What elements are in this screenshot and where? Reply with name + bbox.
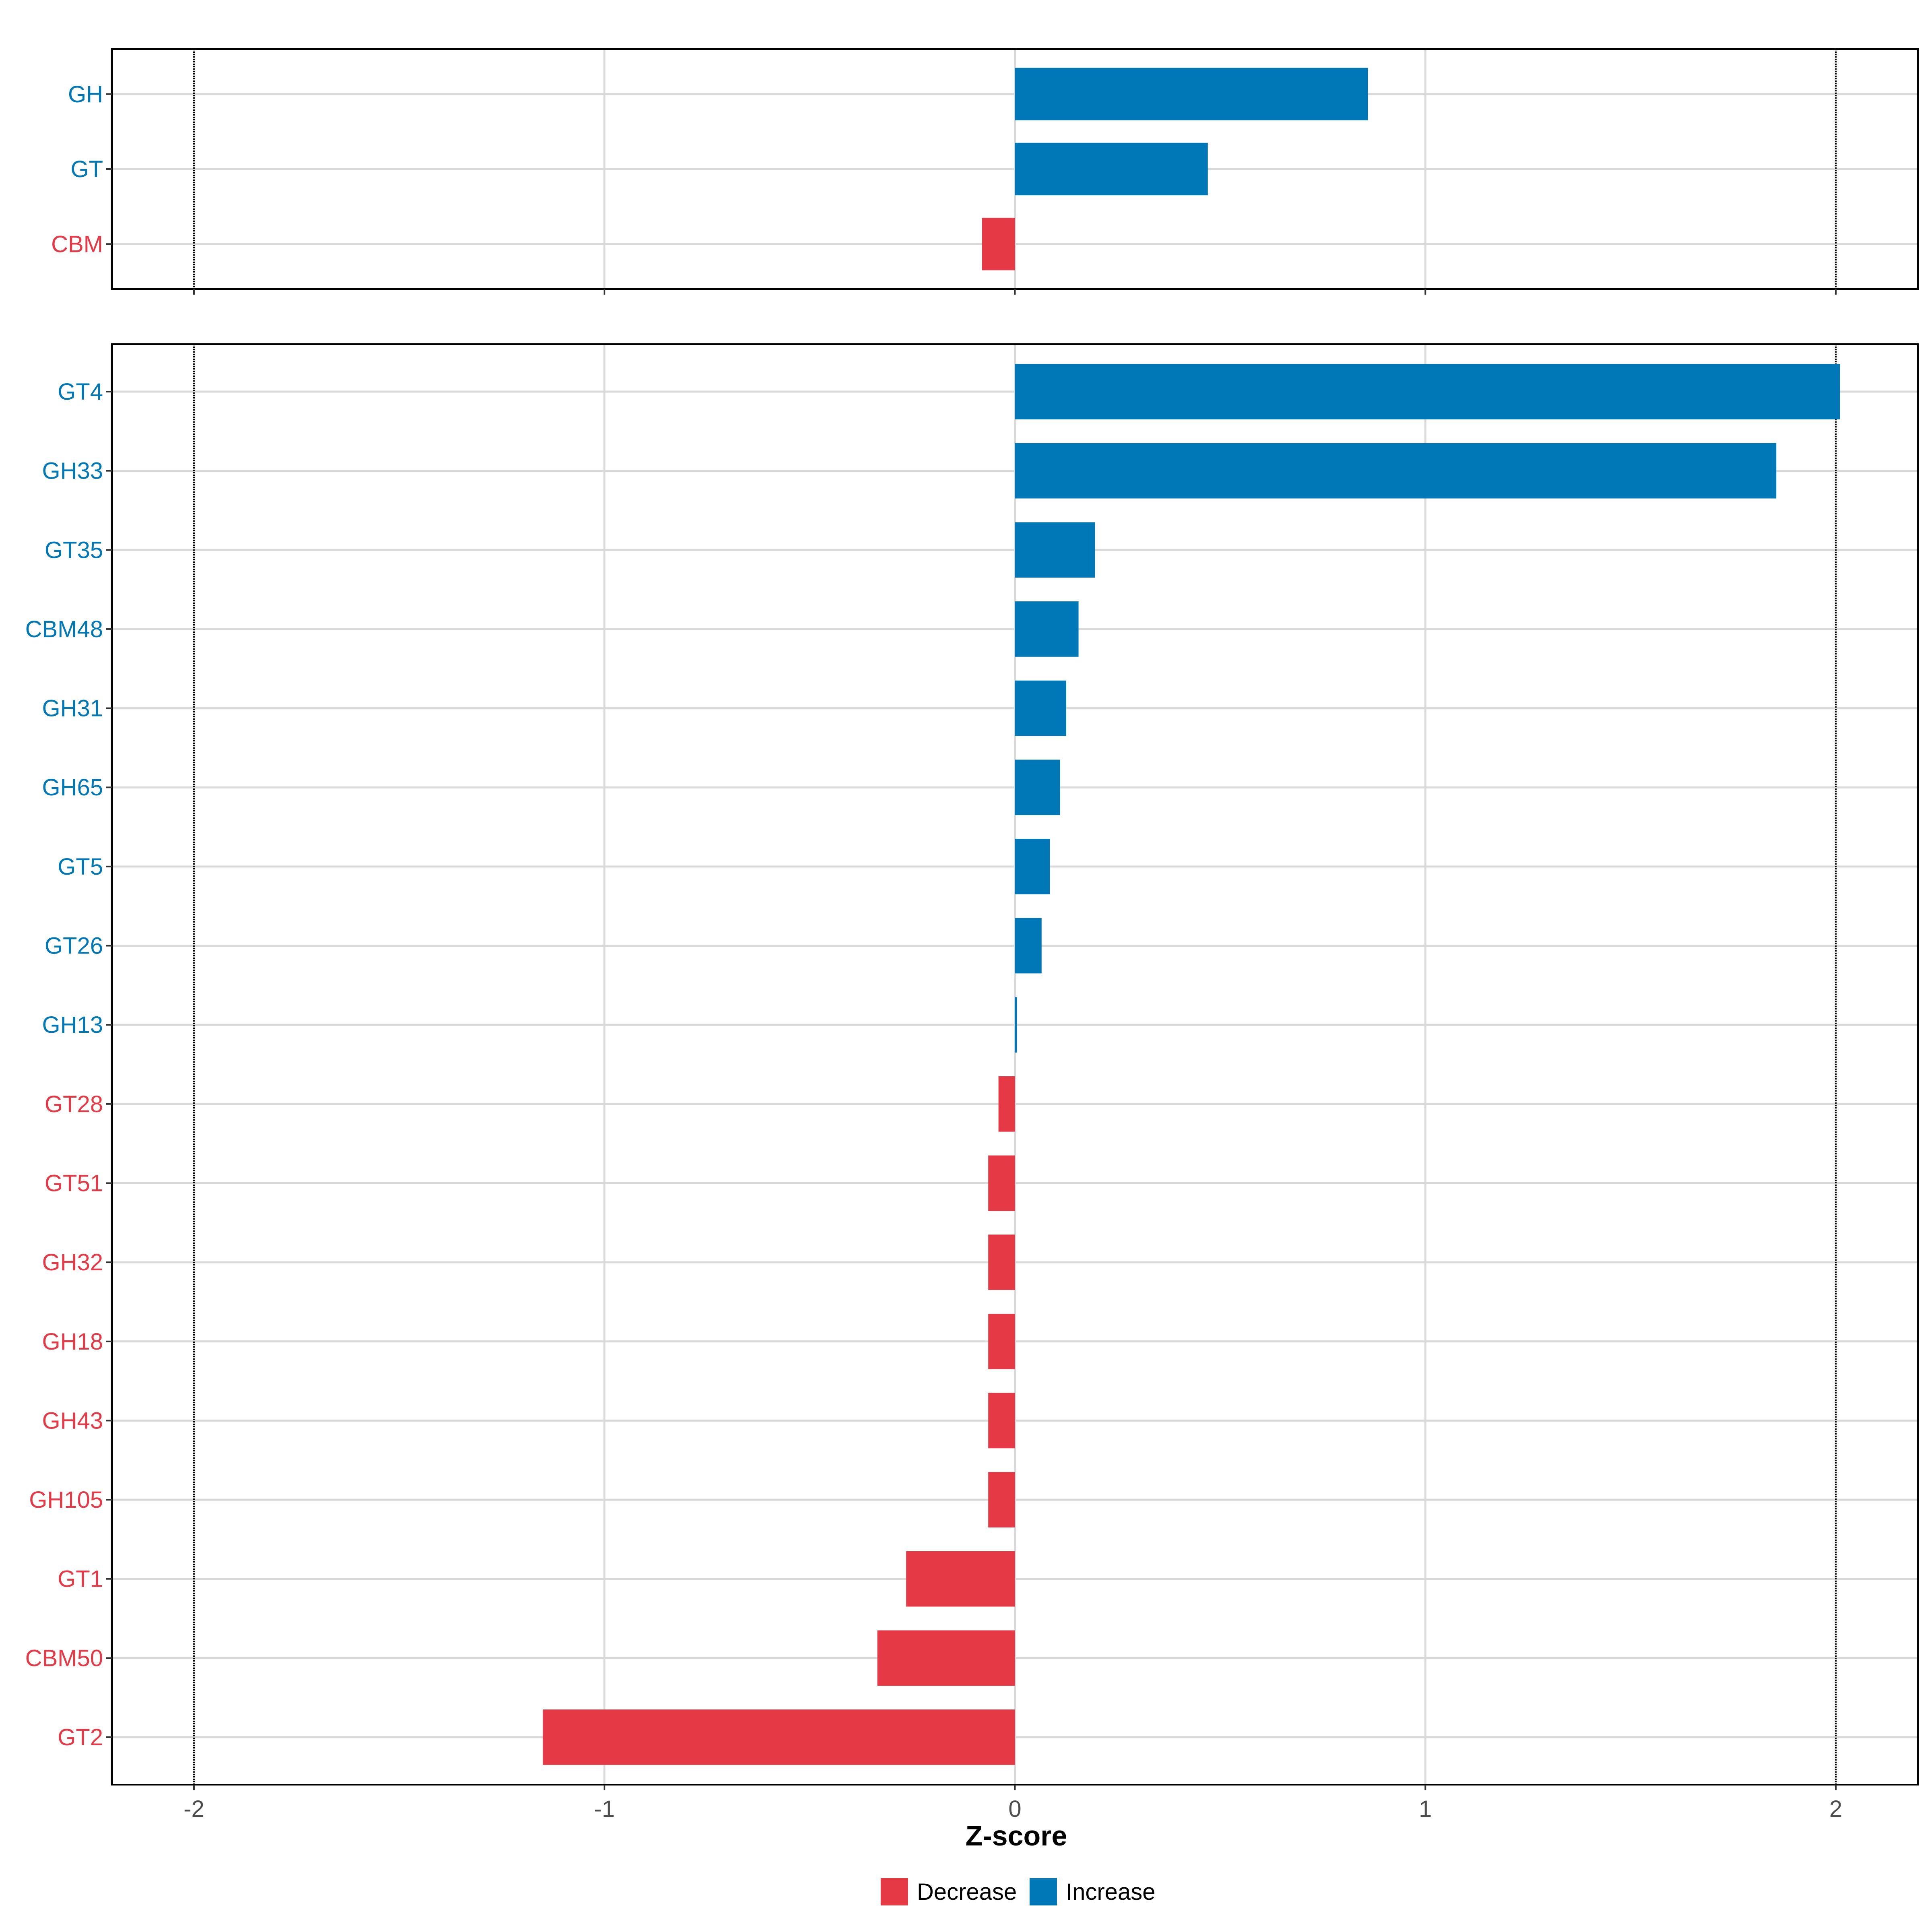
y-tick-label: GT28 bbox=[45, 1091, 103, 1117]
y-tick-label: GH33 bbox=[42, 458, 103, 484]
x-tick-label: 0 bbox=[1008, 1796, 1021, 1822]
y-tick-label: GH31 bbox=[42, 696, 103, 722]
bar-GT26 bbox=[1015, 918, 1042, 974]
legend-label-increase: Increase bbox=[1066, 1879, 1155, 1905]
legend-swatch-decrease bbox=[881, 1878, 908, 1905]
y-tick-label: GT35 bbox=[45, 537, 103, 563]
bar-GH bbox=[1015, 68, 1368, 120]
y-tick-label: GT51 bbox=[45, 1170, 103, 1196]
chart-panels: GH GT CBM GT4 GH33 GT35 CBM48 GH31 GH65 GT5 GT26 GH… bbox=[25, 48, 1919, 1790]
legend: Decrease Increase bbox=[881, 1878, 1155, 1905]
x-tick-label: 1 bbox=[1419, 1796, 1432, 1822]
bar-GT4 bbox=[1015, 364, 1840, 419]
y-tick-label: GH32 bbox=[42, 1249, 103, 1276]
bar-CBM50 bbox=[877, 1630, 1015, 1686]
legend-swatch-increase bbox=[1030, 1878, 1057, 1905]
bar-GT28 bbox=[998, 1076, 1015, 1132]
bar-GT5 bbox=[1015, 839, 1050, 894]
bar-GH18 bbox=[988, 1313, 1015, 1369]
bar-GH31 bbox=[1015, 680, 1066, 736]
bar-GH43 bbox=[988, 1393, 1015, 1449]
panel-2: GT4 GH33 GT35 CBM48 GH31 GH65 GT5 GT26 GH13 GT28 G… bbox=[25, 343, 1919, 1790]
y-tick-label: GH18 bbox=[42, 1329, 103, 1355]
y-tick-label: GT4 bbox=[58, 379, 103, 405]
bar-GT2 bbox=[543, 1709, 1015, 1765]
y-tick-label: GT1 bbox=[58, 1566, 103, 1592]
panel-1: GH GT CBM bbox=[51, 48, 1919, 295]
y-tick-label: GH bbox=[68, 81, 103, 107]
y-tick-label: GH13 bbox=[42, 1012, 103, 1038]
x-tick-label: 2 bbox=[1829, 1796, 1842, 1822]
bar-GH105 bbox=[988, 1472, 1015, 1527]
y-tick-label: GH65 bbox=[42, 774, 103, 801]
bar-GH13 bbox=[1015, 997, 1017, 1053]
y-tick-label: GT26 bbox=[45, 933, 103, 959]
y-tick-label: GT bbox=[70, 156, 103, 182]
bar-CBM48 bbox=[1015, 601, 1079, 657]
x-axis-label: Z-score bbox=[966, 1820, 1067, 1852]
y-tick-label: GH105 bbox=[29, 1487, 103, 1513]
y-tick-label: GT2 bbox=[58, 1724, 103, 1750]
y-tick-label: CBM bbox=[51, 231, 103, 257]
legend-label-decrease: Decrease bbox=[917, 1879, 1017, 1905]
bar-GH65 bbox=[1015, 760, 1060, 815]
bar-GH33 bbox=[1015, 443, 1777, 499]
bar-GT51 bbox=[988, 1155, 1015, 1211]
y-tick-label: CBM48 bbox=[25, 616, 103, 642]
bar-GT bbox=[1015, 142, 1208, 196]
y-tick-label: GT5 bbox=[58, 854, 103, 880]
y-tick-label: GH43 bbox=[42, 1408, 103, 1434]
bar-GT35 bbox=[1015, 522, 1095, 578]
x-axis: -2 -1 0 1 2 bbox=[184, 1796, 1842, 1822]
x-tick-label: -2 bbox=[184, 1796, 204, 1822]
x-tick-label: -1 bbox=[594, 1796, 615, 1822]
y-tick-label: CBM50 bbox=[25, 1645, 103, 1671]
bar-GH32 bbox=[988, 1234, 1015, 1290]
bar-GT1 bbox=[906, 1551, 1015, 1607]
bar-CBM bbox=[982, 218, 1015, 270]
